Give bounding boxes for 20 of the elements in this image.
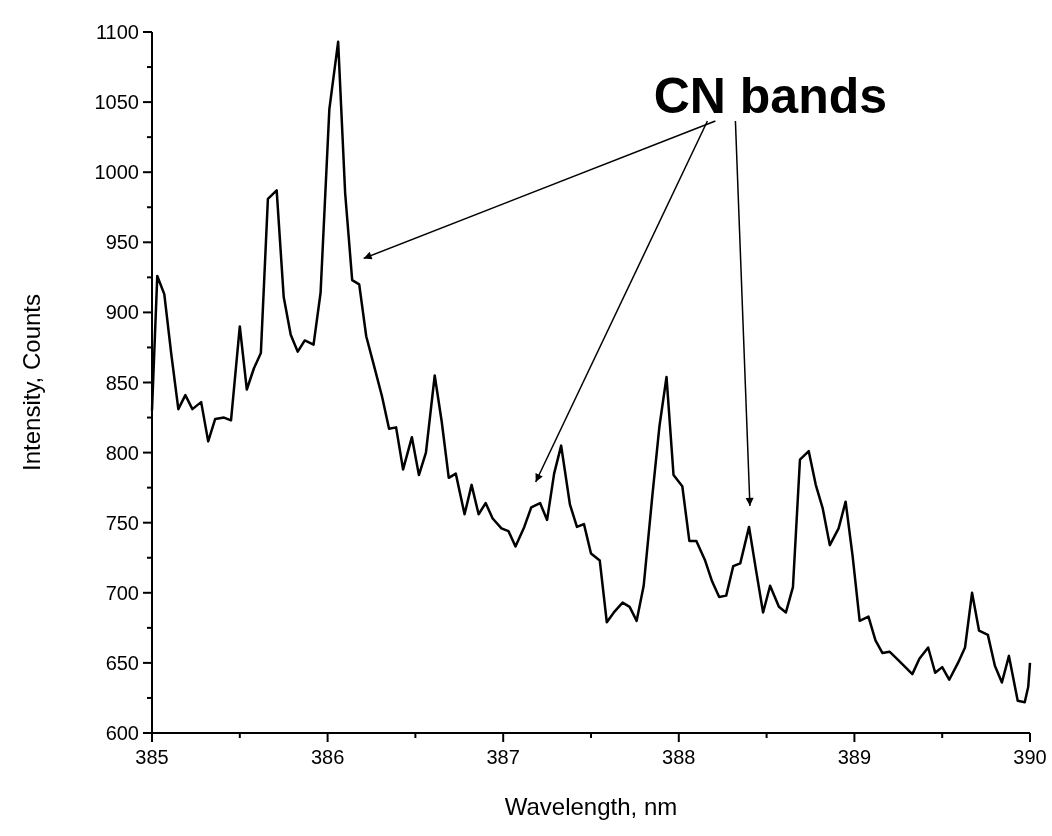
x-tick-label: 390 (1013, 746, 1047, 768)
x-tick-label: 389 (837, 746, 872, 768)
x-tick-label: 385 (135, 746, 169, 768)
y-tick-label: 800 (105, 441, 139, 464)
y-tick-label: 1050 (94, 91, 139, 114)
y-tick-label: 1100 (95, 21, 139, 43)
y-tick-label: 1000 (94, 161, 139, 184)
annotation: CN bands (653, 68, 888, 125)
y-axis-title: Intensity, Counts (18, 294, 45, 471)
x-tick-label: 387 (486, 746, 520, 768)
x-tick-label: 388 (662, 746, 696, 768)
y-tick-label: 850 (105, 371, 139, 394)
y-tick-label: 650 (105, 651, 139, 674)
x-tick-label: 386 (310, 746, 345, 768)
y-tick-label: 750 (105, 511, 139, 534)
y-tick-label: 950 (105, 231, 139, 254)
y-tick-label: 700 (105, 581, 139, 604)
y-tick-label: 900 (105, 301, 139, 324)
y-tick-label: 600 (105, 722, 139, 744)
x-axis-title: Wavelength, nm (504, 793, 678, 820)
